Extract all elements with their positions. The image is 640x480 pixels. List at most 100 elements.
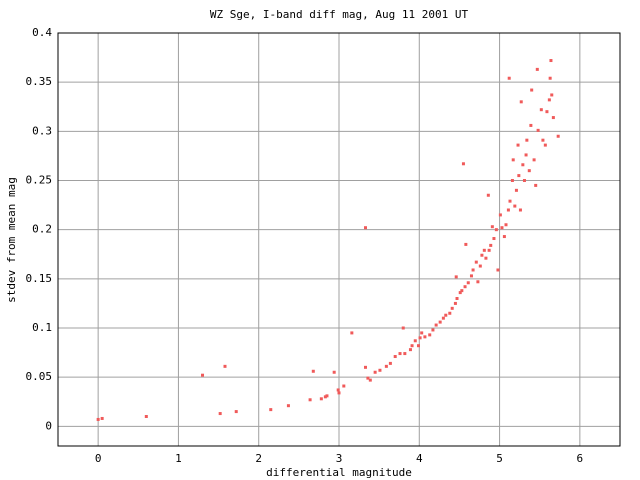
point xyxy=(464,242,468,246)
y-axis-label: stdev from mean mag xyxy=(5,177,18,303)
y-tick-label: 0 xyxy=(45,419,52,432)
point xyxy=(506,208,510,212)
point xyxy=(444,313,448,317)
chart-title: WZ Sge, I-band diff mag, Aug 11 2001 UT xyxy=(210,8,469,21)
x-axis-label: differential magnitude xyxy=(266,466,412,479)
point xyxy=(311,369,315,373)
point xyxy=(441,316,445,320)
point xyxy=(420,331,424,335)
point xyxy=(363,365,367,369)
point xyxy=(384,364,388,368)
y-tick-label: 0.25 xyxy=(26,174,53,187)
point xyxy=(308,398,312,402)
point xyxy=(524,153,528,157)
point xyxy=(431,328,435,332)
point xyxy=(498,213,502,217)
point xyxy=(363,226,367,230)
point xyxy=(532,158,536,162)
point xyxy=(508,199,512,203)
point xyxy=(332,370,336,374)
point xyxy=(489,243,493,247)
point xyxy=(366,376,370,380)
x-tick-label: 6 xyxy=(577,452,584,465)
point xyxy=(496,268,500,272)
point xyxy=(463,285,467,289)
point xyxy=(511,158,515,162)
point xyxy=(550,93,554,97)
x-tick-label: 2 xyxy=(255,452,262,465)
point xyxy=(510,179,514,182)
point xyxy=(269,408,273,412)
point xyxy=(458,291,462,295)
point xyxy=(286,404,290,408)
point xyxy=(490,225,494,229)
point xyxy=(466,281,470,285)
point xyxy=(100,416,104,420)
point xyxy=(492,237,496,241)
point xyxy=(223,364,227,368)
point xyxy=(514,188,518,192)
point xyxy=(455,297,459,300)
point xyxy=(486,193,490,197)
point xyxy=(549,59,553,63)
point xyxy=(350,331,354,335)
point xyxy=(476,280,480,284)
point xyxy=(541,138,545,142)
point xyxy=(478,264,482,268)
y-tick-label: 0.2 xyxy=(32,223,52,236)
y-tick-label: 0.35 xyxy=(26,75,53,88)
point xyxy=(529,123,533,127)
point xyxy=(448,311,452,315)
point xyxy=(434,323,438,327)
y-tick-label: 0.05 xyxy=(26,370,53,383)
point xyxy=(474,260,478,264)
point xyxy=(504,223,508,227)
point xyxy=(410,344,414,348)
point xyxy=(507,76,511,80)
point xyxy=(471,268,475,272)
point xyxy=(487,248,491,252)
point xyxy=(388,361,392,365)
point xyxy=(525,138,529,142)
point xyxy=(517,174,521,178)
point xyxy=(337,391,341,395)
point xyxy=(453,301,457,305)
point xyxy=(502,235,506,239)
point xyxy=(460,289,464,293)
x-tick-label: 0 xyxy=(95,452,102,465)
point xyxy=(342,384,346,388)
point xyxy=(556,134,560,138)
point xyxy=(319,397,323,401)
point xyxy=(393,355,397,359)
point xyxy=(535,67,539,71)
point xyxy=(401,326,405,330)
point xyxy=(480,253,484,257)
point xyxy=(398,352,402,356)
point xyxy=(543,143,547,147)
point xyxy=(418,336,422,340)
point xyxy=(551,116,555,120)
point xyxy=(527,169,531,173)
point xyxy=(323,395,327,399)
point xyxy=(521,163,525,167)
point xyxy=(516,143,520,147)
x-tick-label: 3 xyxy=(336,452,343,465)
point xyxy=(461,162,465,166)
point xyxy=(522,179,526,182)
point xyxy=(539,108,543,112)
point xyxy=(548,76,552,80)
point xyxy=(96,417,100,421)
point xyxy=(518,208,522,212)
y-tick-label: 0.3 xyxy=(32,124,52,137)
point xyxy=(547,98,551,102)
point xyxy=(536,128,540,132)
y-tick-label: 0.1 xyxy=(32,321,52,334)
point xyxy=(469,274,473,278)
point xyxy=(482,248,486,252)
point xyxy=(325,394,329,398)
point xyxy=(513,204,517,208)
point xyxy=(416,344,420,348)
point xyxy=(423,335,427,339)
point xyxy=(428,333,432,337)
